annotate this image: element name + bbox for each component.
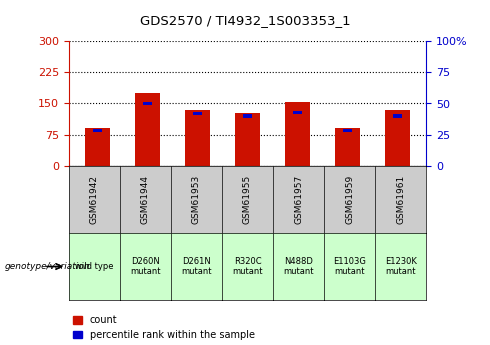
Text: GSM61957: GSM61957 <box>294 175 303 224</box>
Bar <box>385 110 410 166</box>
Text: genotype/variation: genotype/variation <box>5 262 90 271</box>
Text: GSM61955: GSM61955 <box>243 175 252 224</box>
Text: GSM61944: GSM61944 <box>141 175 150 224</box>
Text: E1230K
mutant: E1230K mutant <box>385 257 416 276</box>
Text: D261N
mutant: D261N mutant <box>181 257 212 276</box>
Bar <box>293 110 302 114</box>
Text: E1103G
mutant: E1103G mutant <box>333 257 366 276</box>
Bar <box>143 102 152 105</box>
Bar <box>85 128 110 166</box>
Bar <box>93 129 102 132</box>
Bar <box>185 110 210 166</box>
Text: GSM61961: GSM61961 <box>396 175 405 224</box>
Bar <box>335 128 360 166</box>
Bar <box>235 112 260 166</box>
Text: R320C
mutant: R320C mutant <box>232 257 263 276</box>
Text: GSM61942: GSM61942 <box>90 175 98 224</box>
Bar <box>193 112 202 115</box>
Text: GSM61959: GSM61959 <box>345 175 354 224</box>
Text: GSM61953: GSM61953 <box>192 175 201 224</box>
Text: N488D
mutant: N488D mutant <box>283 257 314 276</box>
Text: wild type: wild type <box>75 262 113 271</box>
Bar <box>243 114 252 118</box>
Text: D260N
mutant: D260N mutant <box>130 257 161 276</box>
Bar <box>393 114 402 118</box>
Bar <box>285 102 310 166</box>
Bar <box>343 129 352 132</box>
Bar <box>135 93 160 166</box>
Text: GDS2570 / TI4932_1S003353_1: GDS2570 / TI4932_1S003353_1 <box>140 14 350 27</box>
Legend: count, percentile rank within the sample: count, percentile rank within the sample <box>74 315 255 340</box>
